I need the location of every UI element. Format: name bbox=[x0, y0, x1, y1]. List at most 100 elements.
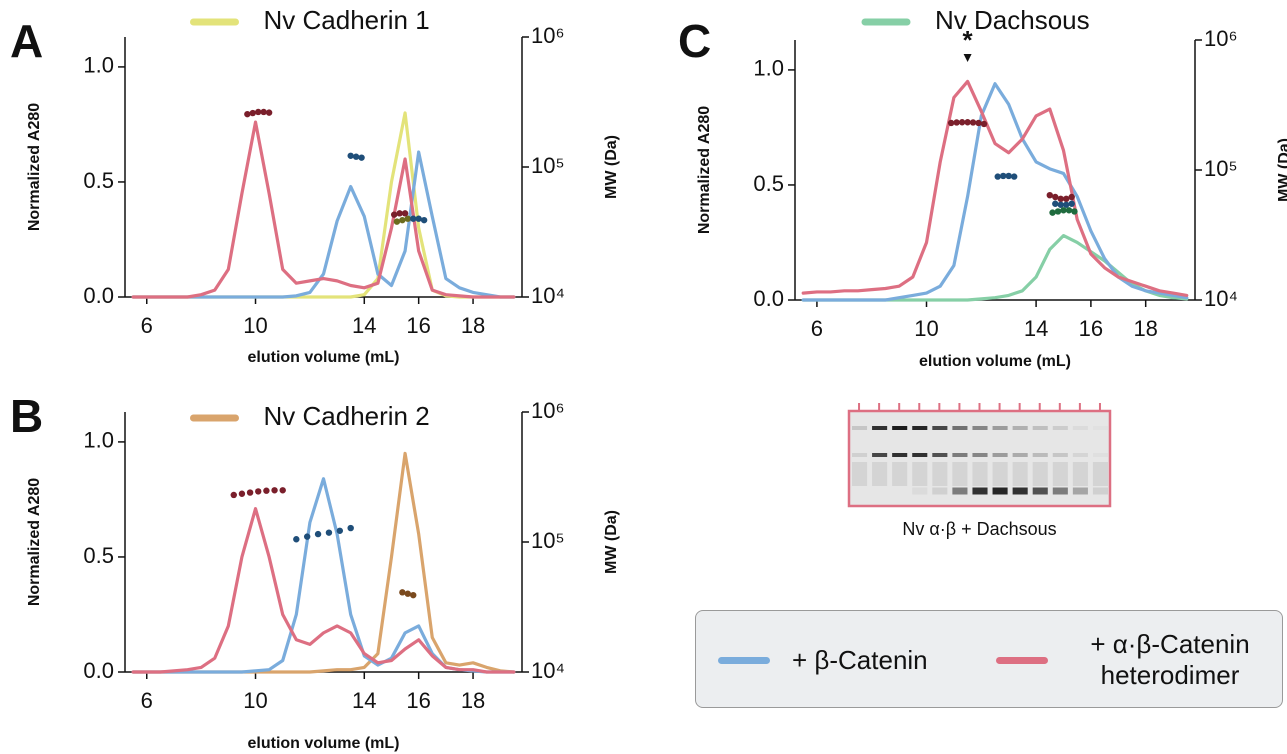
mals-point bbox=[964, 119, 971, 126]
gel-smear bbox=[1032, 462, 1048, 486]
legend-item: + β-Catenin bbox=[718, 611, 928, 709]
gel-smear bbox=[1012, 462, 1028, 486]
y2-tick-label: 10⁵ bbox=[531, 528, 565, 553]
gel-smear bbox=[992, 462, 1008, 486]
gel-band bbox=[872, 453, 888, 457]
gel-band bbox=[932, 453, 948, 457]
y-tick-label: 0.5 bbox=[83, 543, 114, 568]
gel-band bbox=[992, 426, 1008, 430]
x-tick-label: 6 bbox=[141, 688, 153, 713]
y-tick-label: 1.0 bbox=[83, 428, 114, 453]
gel-band bbox=[1012, 453, 1028, 457]
mals-point bbox=[947, 119, 955, 127]
mals-point bbox=[410, 215, 417, 222]
x-tick-label: 18 bbox=[1133, 316, 1157, 341]
x-tick-label: 14 bbox=[352, 313, 376, 338]
mals-point bbox=[279, 487, 286, 494]
legend-swatch bbox=[996, 656, 1048, 664]
mals-point bbox=[347, 524, 354, 532]
x-tick-label: 10 bbox=[914, 316, 938, 341]
gel-band bbox=[932, 426, 948, 430]
gel-band bbox=[1012, 487, 1028, 495]
mals-point bbox=[420, 216, 428, 224]
mals-point bbox=[980, 120, 988, 128]
gel-band bbox=[932, 487, 948, 495]
y2-tick-label: 10⁴ bbox=[531, 283, 565, 308]
x-axis-label: elution volume (mL) bbox=[248, 349, 400, 366]
gel-band bbox=[1072, 487, 1088, 495]
gel-band bbox=[1072, 426, 1088, 430]
gel-band bbox=[912, 426, 928, 430]
y-axis-label: Normalized A280 bbox=[26, 478, 43, 606]
mals-point bbox=[265, 109, 273, 116]
gel-band bbox=[1052, 453, 1068, 457]
mals-point bbox=[1068, 200, 1075, 207]
elution-trace bbox=[131, 477, 516, 674]
gel-band bbox=[1052, 487, 1068, 495]
gel-band bbox=[992, 487, 1008, 495]
annotation-arrow bbox=[963, 54, 972, 62]
mals-point bbox=[1052, 200, 1059, 207]
elution-trace bbox=[131, 451, 516, 674]
mals-point bbox=[390, 211, 398, 218]
gel-band bbox=[972, 487, 988, 495]
legend-swatch bbox=[718, 656, 770, 664]
gel-band bbox=[852, 453, 868, 457]
mals-point bbox=[255, 108, 262, 116]
y2-tick-label: 10⁶ bbox=[1204, 26, 1238, 51]
y2-tick-label: 10⁴ bbox=[1204, 286, 1238, 311]
mals-point bbox=[1057, 201, 1064, 208]
y-tick-label: 0.0 bbox=[753, 286, 784, 311]
mals-point bbox=[415, 215, 422, 222]
legend: + β-Catenin + α·β-Catenin heterodimer bbox=[695, 610, 1283, 708]
mals-point bbox=[1046, 191, 1053, 199]
gel-band bbox=[912, 453, 928, 457]
y-tick-label: 1.0 bbox=[83, 53, 114, 78]
mals-point bbox=[1063, 195, 1070, 203]
elution-trace bbox=[131, 507, 516, 674]
mals-point bbox=[975, 119, 982, 127]
mals-point bbox=[1057, 195, 1064, 203]
elution-trace bbox=[801, 82, 1189, 302]
y2-tick-label: 10⁶ bbox=[531, 23, 565, 48]
legend-label: Nv Cadherin 2 bbox=[264, 401, 430, 431]
annotation: * bbox=[963, 25, 974, 55]
mals-point bbox=[255, 488, 262, 495]
mals-point bbox=[249, 109, 257, 117]
gel-band bbox=[1032, 426, 1048, 430]
mals-point bbox=[401, 210, 409, 217]
gel-smear bbox=[892, 462, 908, 486]
x-tick-label: 10 bbox=[243, 688, 267, 713]
legend-label: Nv Cadherin 1 bbox=[264, 5, 430, 35]
gel-band bbox=[1032, 487, 1048, 495]
gel-band bbox=[972, 453, 988, 457]
gel-smear bbox=[932, 462, 948, 486]
y2-axis-label: MW (Da) bbox=[603, 510, 620, 574]
x-tick-label: 10 bbox=[243, 313, 267, 338]
gel-band bbox=[1093, 426, 1108, 430]
panel-label: C bbox=[678, 15, 711, 67]
elution-trace bbox=[801, 79, 1189, 297]
gel-band bbox=[972, 426, 988, 430]
mals-point bbox=[399, 216, 406, 224]
gel-smear bbox=[852, 462, 868, 486]
y2-tick-label: 10⁵ bbox=[531, 153, 565, 178]
mals-point bbox=[404, 590, 411, 597]
mals-point bbox=[958, 119, 966, 126]
x-axis-label: elution volume (mL) bbox=[248, 735, 400, 752]
y2-axis-label: MW (Da) bbox=[1276, 138, 1287, 202]
mals-point bbox=[336, 527, 344, 534]
x-tick-label: 18 bbox=[461, 313, 485, 338]
gel-band bbox=[992, 453, 1008, 457]
mals-point bbox=[1068, 193, 1075, 201]
mals-point bbox=[396, 210, 403, 217]
y2-tick-label: 10⁶ bbox=[531, 398, 565, 423]
mals-point bbox=[271, 487, 278, 494]
gel-smear bbox=[952, 462, 968, 486]
mals-point bbox=[1049, 209, 1056, 216]
x-axis-label: elution volume (mL) bbox=[919, 353, 1071, 370]
y-tick-label: 0.5 bbox=[83, 168, 114, 193]
mals-point bbox=[303, 533, 311, 540]
mals-point bbox=[358, 154, 365, 161]
mals-point bbox=[325, 529, 333, 536]
